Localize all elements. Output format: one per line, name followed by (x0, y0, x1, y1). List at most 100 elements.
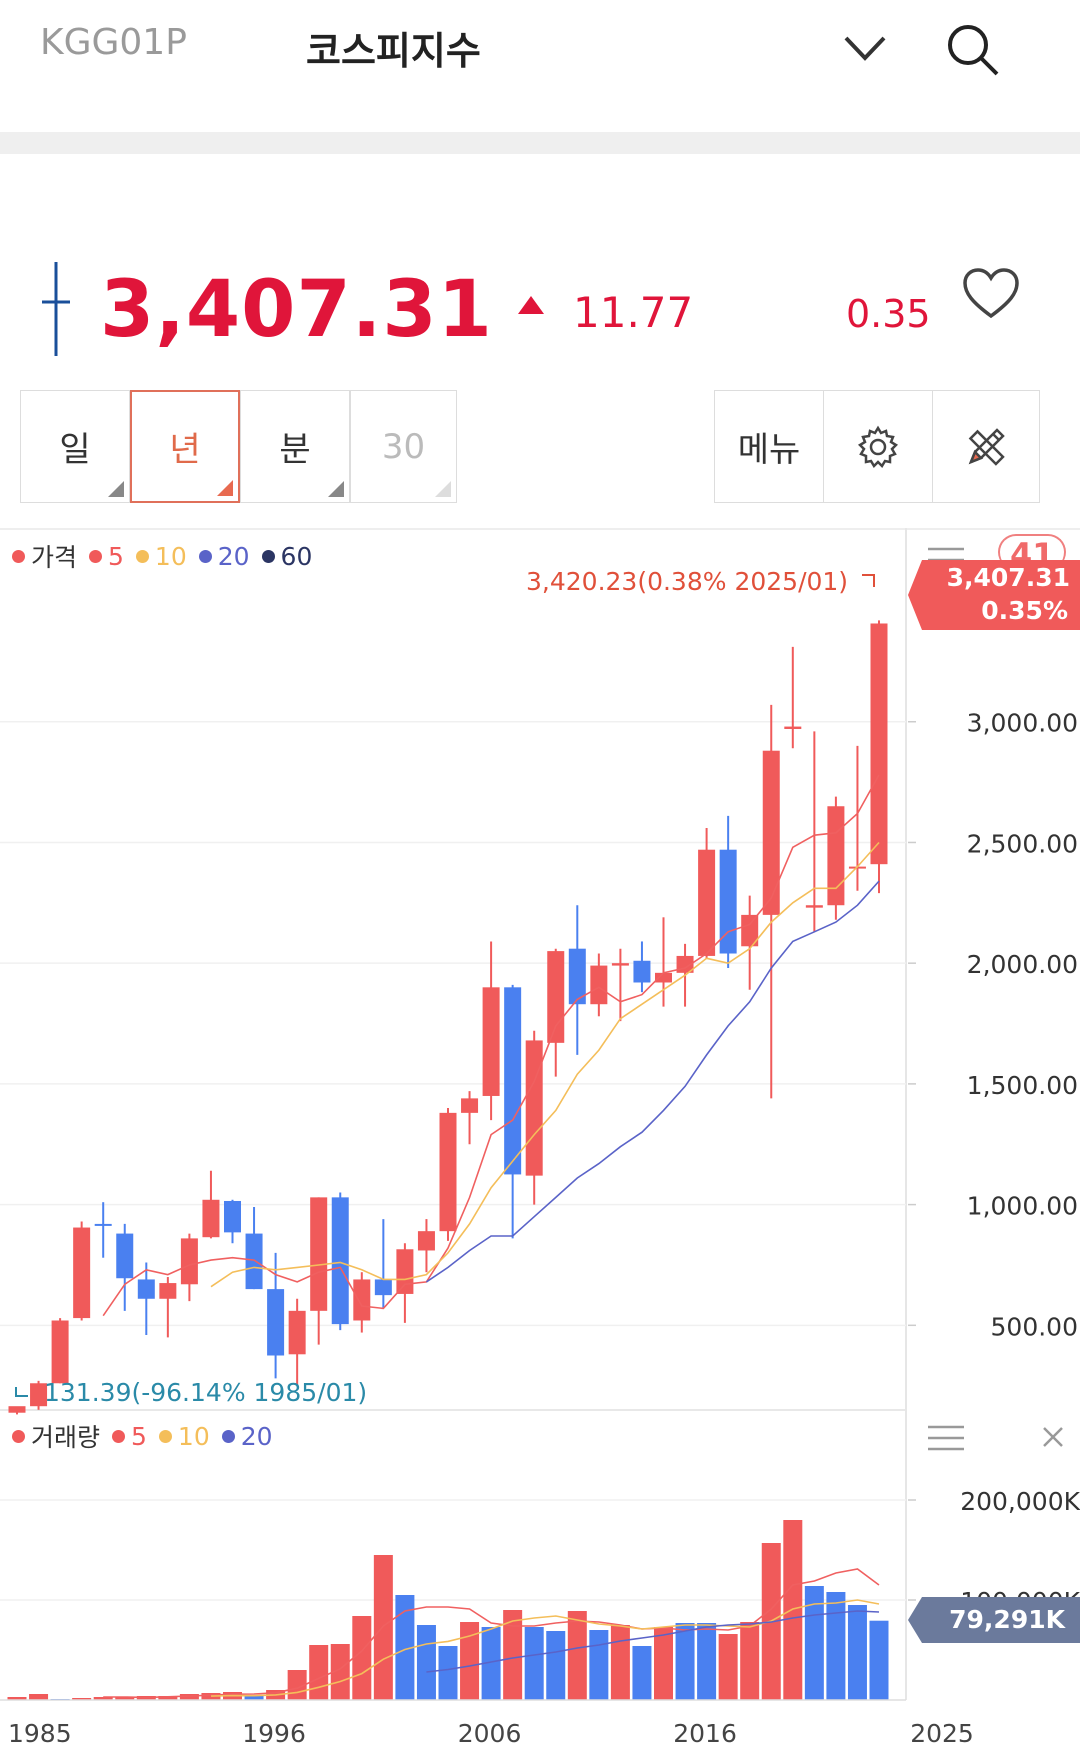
candle-body (51, 1320, 69, 1384)
volume-bar (179, 1694, 199, 1700)
legend-label: 10 (154, 541, 187, 571)
tab-day[interactable]: 일 (20, 390, 130, 503)
legend-label: 가격 (31, 543, 78, 572)
menu-button[interactable]: 메뉴 (714, 390, 824, 503)
close-icon[interactable] (1042, 1426, 1064, 1448)
pencil-ruler-icon (968, 427, 1005, 466)
candle-body (762, 750, 780, 915)
candle-body (224, 1200, 241, 1233)
settings-button[interactable] (823, 390, 933, 503)
gear-icon (857, 425, 899, 468)
low-annotation: 131.39(-96.14% 1985/01) (44, 1378, 368, 1407)
volume-bar (503, 1610, 523, 1700)
x-tick-label: 2025 (910, 1719, 974, 1748)
up-arrow-icon (518, 296, 544, 314)
candle-body (655, 972, 672, 983)
legend-label: 20 (217, 541, 250, 571)
candle-body (504, 987, 522, 1175)
volume-bar (460, 1622, 480, 1700)
legend-label: 5 (131, 1421, 147, 1451)
volume-legend-item: 20 (221, 1421, 273, 1451)
price-tick-label: 2,500.00 (967, 829, 1078, 858)
volume-bar (847, 1605, 867, 1700)
legend-dot (135, 549, 149, 563)
candle-body (633, 960, 651, 983)
legend-dot (198, 549, 212, 563)
candle-body (331, 1197, 349, 1325)
badge-outline (998, 534, 1066, 570)
chevron-down-icon[interactable] (840, 28, 890, 68)
index-code: KGG01P (40, 22, 187, 63)
candle-body (267, 1289, 285, 1356)
high-annotation: 3,420.23(0.38% 2025/01) (526, 567, 849, 596)
top-bar (0, 0, 1080, 130)
price-ma-line-10 (210, 841, 880, 1288)
candle-body (741, 914, 759, 947)
high-arrow (862, 574, 875, 587)
change-rate: 0.35 (846, 292, 931, 336)
tab-year[interactable]: 년 (130, 390, 240, 503)
x-tick-label: 2016 (673, 1719, 737, 1748)
volume-tick-label: 200,000K (960, 1487, 1080, 1516)
search-icon[interactable] (945, 22, 1001, 78)
tab-minute[interactable]: 분 (240, 390, 350, 503)
current-volume-tag (908, 1597, 1080, 1643)
price-tick-label: 2,000.00 (967, 950, 1078, 979)
volume-bar (567, 1611, 587, 1700)
drawing-tools-button[interactable] (932, 390, 1040, 503)
legend-label: 5 (108, 541, 124, 571)
volume-bar (740, 1622, 760, 1700)
volume-bar (158, 1696, 178, 1700)
volume-legend: 거래량 5 10 20 (12, 1418, 281, 1454)
kospi-chart[interactable]: 500.00 1,000.00 1,500.00 2,000.00 2,500.00 3,… (0, 528, 1080, 1751)
candle-body (547, 951, 565, 1043)
candle-body (568, 948, 586, 1005)
low-arrow (15, 1387, 28, 1397)
volume-bar (632, 1646, 652, 1700)
volume-bar (869, 1620, 889, 1700)
heart-icon[interactable] (962, 268, 1020, 320)
volume-bar (115, 1697, 135, 1700)
candle-body (94, 1223, 112, 1226)
legend-label: 20 (240, 1421, 273, 1451)
volume-bar (438, 1646, 458, 1700)
candle-body (202, 1199, 220, 1238)
current-price-tag (908, 560, 1080, 630)
index-title[interactable]: 코스피지수 (306, 29, 481, 73)
volume-bar (675, 1623, 695, 1700)
price-tick-label: 3,000.00 (967, 709, 1078, 738)
candle-body (719, 849, 737, 954)
candle-body (525, 1040, 543, 1176)
legend-label: 거래량 (31, 1423, 101, 1452)
price-legend-item: 5 (89, 542, 124, 571)
current-price-tag-rate: 0.35% (981, 596, 1068, 625)
volume-bar (330, 1644, 350, 1700)
volume-bar (589, 1630, 609, 1700)
volume-bar (29, 1694, 49, 1700)
tab-interval-30[interactable]: 30 (350, 390, 457, 503)
candle-body (310, 1197, 328, 1311)
price-ma-line-5 (102, 774, 880, 1317)
x-tick-label: 1985 (8, 1719, 72, 1748)
volume-bar (610, 1625, 630, 1700)
legend-dot (12, 1429, 25, 1443)
volume-bar (244, 1695, 264, 1700)
separator (0, 132, 1080, 154)
volume-legend-item: 거래량 (12, 1418, 100, 1454)
candle-body (417, 1231, 435, 1251)
legend-dot (112, 1429, 126, 1443)
candle-body (245, 1233, 263, 1290)
current-price: 3,407.31 (100, 265, 493, 355)
x-tick-label: 1996 (242, 1719, 306, 1748)
legend-label: 10 (177, 1421, 210, 1451)
menu-label: 메뉴 (737, 430, 801, 470)
legend-dot (221, 1429, 235, 1443)
volume-legend-item: 5 (112, 1422, 147, 1451)
price-legend-item: 20 (198, 541, 250, 571)
candle-body (30, 1383, 48, 1407)
hamburger-icon[interactable] (928, 1424, 964, 1452)
dropdown-corner-icon (435, 481, 451, 497)
candle-mark-icon (42, 262, 70, 356)
legend-dot (89, 549, 103, 563)
volume-bar (718, 1634, 738, 1700)
